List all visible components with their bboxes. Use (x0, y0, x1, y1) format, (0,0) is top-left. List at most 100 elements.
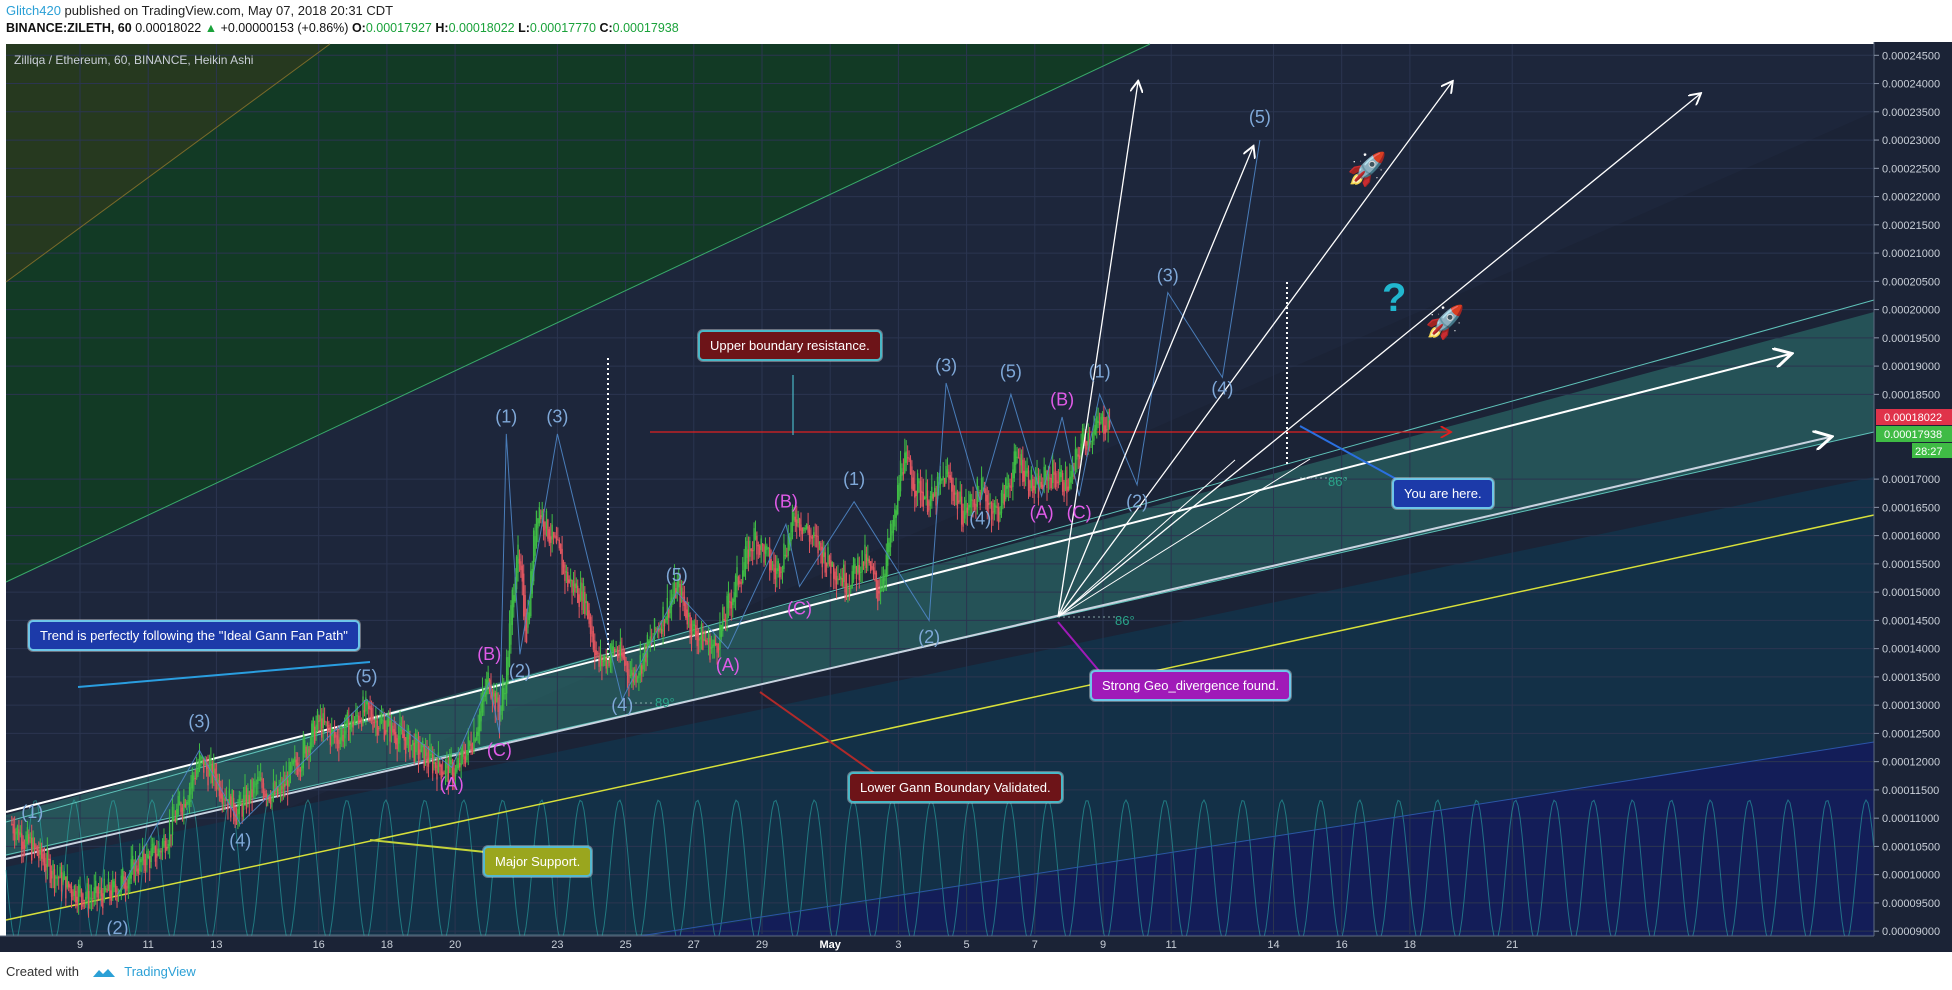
candle-body (217, 778, 219, 782)
candle-body (296, 762, 299, 775)
candle-body (477, 726, 479, 736)
candle-body (595, 650, 597, 656)
candle-body (633, 669, 636, 678)
close-price-tag (1876, 426, 1952, 442)
candle-body (427, 757, 430, 767)
candle-body (1016, 456, 1018, 459)
candle-body (200, 756, 202, 762)
wave-label: (1) (843, 469, 865, 489)
candle-body (87, 890, 90, 909)
major-support-line (5, 514, 1875, 921)
note-major-support[interactable]: Major Support. (483, 846, 593, 877)
candle-body (161, 841, 164, 852)
last-price-tag (1876, 409, 1952, 425)
candle-body (678, 580, 680, 588)
candle-body (1090, 440, 1092, 442)
candle-body (267, 794, 269, 797)
candle-body (542, 513, 545, 531)
candle-body (528, 612, 531, 620)
candle-body (471, 747, 474, 753)
candle-body (286, 780, 289, 792)
candle-body (1005, 478, 1007, 500)
candle-body (987, 502, 990, 506)
note-lower-boundary[interactable]: Lower Gann Boundary Validated. (848, 772, 1063, 803)
wave-label: (C) (1067, 503, 1092, 523)
candle-body (649, 636, 651, 644)
price-axis[interactable] (1874, 42, 1952, 952)
time-tick-label: 9 (1100, 939, 1106, 951)
candle-body (604, 655, 606, 662)
time-tick-label: 27 (688, 939, 700, 951)
note-gann-trend[interactable]: Trend is perfectly following the "Ideal … (28, 620, 360, 651)
candle-body (737, 576, 740, 585)
candle-body (1051, 460, 1054, 484)
candle-body (131, 855, 134, 869)
wave-label: (C) (787, 599, 812, 619)
candle-body (844, 573, 846, 593)
candle-body (958, 500, 960, 503)
author-link[interactable]: Glitch420 (6, 3, 61, 18)
candle-body (304, 740, 306, 754)
candle-body (881, 578, 883, 591)
candle-body (831, 561, 833, 567)
candle-body (45, 863, 47, 871)
candle-body (598, 652, 600, 667)
candle-body (167, 844, 169, 849)
candle-body (537, 518, 539, 529)
candle-body (420, 742, 423, 752)
candle-body (198, 753, 201, 770)
note-geo-divergence[interactable]: Strong Geo_divergence found. (1090, 670, 1292, 701)
candle-body (144, 859, 147, 871)
candle-body (996, 506, 998, 508)
candle-body (29, 837, 31, 839)
candle-body (369, 705, 371, 710)
wave-label: (5) (1249, 107, 1271, 127)
candle-body (282, 778, 285, 790)
candle-body (999, 511, 1001, 515)
wave-labels: (1) (2) (3) (4) (5) (A) (B) (C) (2) (1) (3) (4) (5) (… (21, 107, 1271, 938)
candle-body (561, 548, 563, 575)
candle-body (181, 807, 184, 815)
candle-body (912, 477, 915, 491)
candle-body (443, 773, 445, 775)
lower-trendline (5, 437, 1830, 860)
candle-body (869, 561, 872, 571)
candle-body (319, 715, 322, 722)
rocket-icon: 🚀 (1347, 151, 1387, 187)
candle-body (931, 486, 933, 501)
candle-body (269, 798, 272, 805)
tradingview-link[interactable]: TradingView (124, 964, 196, 979)
candle-body (754, 532, 757, 540)
candle-body (222, 798, 225, 800)
candle-body (905, 451, 907, 463)
time-axis[interactable] (0, 936, 1952, 952)
candle-body (414, 733, 417, 753)
candle-body (76, 896, 78, 907)
candle-body (511, 589, 514, 625)
candle-body (589, 617, 592, 635)
candle-body (385, 730, 387, 734)
chart-canvas[interactable]: 89° 86° 86° (1)(2)(3)(4)(5)(A)(B)(C)(2)(… (0, 42, 1952, 952)
wave-label: (B) (1050, 390, 1074, 410)
candle-body (112, 879, 114, 896)
candle-body (626, 663, 629, 676)
note-you-are-here[interactable]: You are here. (1392, 478, 1494, 509)
candle-body (888, 542, 890, 553)
candle-body (363, 710, 366, 713)
candle-body (281, 786, 283, 794)
candle-body (1054, 473, 1057, 487)
candle-body (257, 776, 259, 784)
candle-body (602, 660, 605, 662)
price-tick-label: 0.00015000 (1882, 587, 1940, 599)
grid (6, 44, 1874, 934)
candle-body (193, 775, 195, 781)
note-upper-boundary[interactable]: Upper boundary resistance. (698, 330, 882, 361)
candle-body (857, 557, 859, 573)
price-tick-label: 0.00012000 (1882, 757, 1940, 769)
candle-body (960, 496, 963, 525)
candle-body (689, 614, 691, 633)
candle-body (318, 720, 320, 723)
candle-body (959, 491, 961, 502)
created-with-text: Created with (6, 964, 79, 979)
candle-body (1017, 457, 1020, 459)
